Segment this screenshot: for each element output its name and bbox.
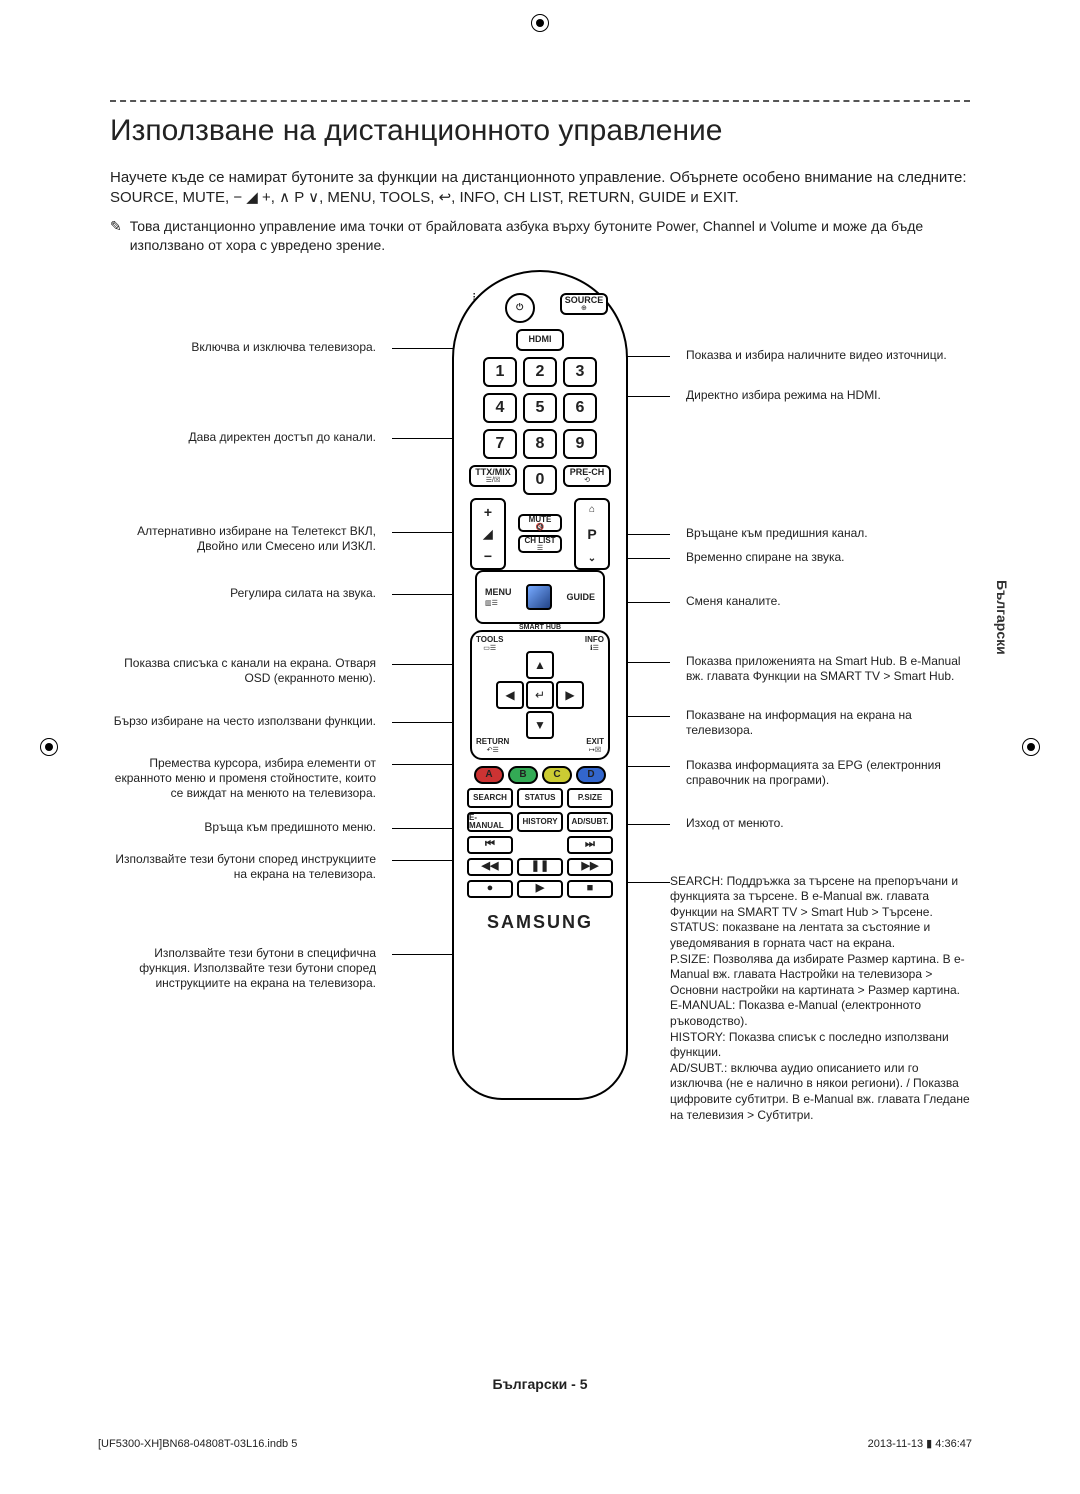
color-b-button[interactable]: B [508,766,538,784]
record-button[interactable]: ● [467,880,513,898]
prech-button[interactable]: PRE-CH⟲ [563,465,611,487]
adsubt-button[interactable]: AD/SUBT. [567,812,613,832]
channel-rocker[interactable]: ⌂P⌄ [574,498,610,570]
next-button[interactable]: ⏭ [567,836,613,854]
callout-power: Включва и изключва телевизора. [191,340,376,354]
page-number: Български - 5 [493,1376,588,1392]
status-button[interactable]: STATUS [517,788,563,808]
callout-dpad: Премества курсора, избира елементи от ек… [115,756,376,800]
language-tab: Български [994,580,1010,655]
brand-logo: SAMSUNG [487,912,593,933]
num-1[interactable]: 1 [483,357,517,387]
callout-function-buttons: SEARCH: Поддръжка за търсене на препоръч… [670,874,970,1122]
callout-numbers: Дава директен достъп до канали. [188,430,376,444]
crop-mark-right [1022,738,1040,756]
doc-timestamp: 2013-11-13 ▮ 4:36:47 [868,1437,972,1450]
stop-button[interactable]: ■ [567,880,613,898]
menu-button[interactable]: MENU▥☰ [485,587,512,607]
color-a-button[interactable]: A [474,766,504,784]
fastforward-button[interactable]: ▶▶ [567,858,613,876]
emanual-button[interactable]: E-MANUAL [467,812,513,832]
info-button[interactable]: INFOℹ☰ [585,636,604,652]
callout-prech: Връщане към предишния канал. [686,526,868,540]
intro-text: Научете къде се намират бутоните за функ… [110,168,970,209]
page-footer: Български - 5 [493,1376,588,1394]
power-button[interactable]: ⏻ [505,293,535,323]
callout-mute: Временно спиране на звука. [686,550,845,564]
doc-filename: [UF5300-XH]BN68-04808T-03L16.indb 5 [98,1438,297,1450]
dpad-down[interactable]: ▼ [526,711,554,739]
smart-hub-button[interactable] [526,584,552,610]
menu-guide-bar: MENU▥☰ GUIDE SMART HUB [475,570,605,624]
hdmi-button[interactable]: HDMI [516,329,564,351]
callout-smarthub: Показва приложенията на Smart Hub. В e-M… [686,654,961,683]
dpad-right[interactable]: ▶ [556,681,584,709]
callout-volume: Регулира силата на звука. [230,586,376,600]
rewind-button[interactable]: ◀◀ [467,858,513,876]
ir-led-icon: ⠇ [472,293,479,323]
dpad-enter[interactable]: ↵ [526,681,554,709]
dpad-frame: TOOLS▭☰ INFOℹ☰ RETURN↶☰ EXIT↦☒ ▲ ▼ ◀ ▶ ↵ [470,630,610,760]
dpad-left[interactable]: ◀ [496,681,524,709]
color-d-button[interactable]: D [576,766,606,784]
callout-channel: Сменя каналите. [686,594,781,608]
num-9[interactable]: 9 [563,429,597,459]
color-c-button[interactable]: C [542,766,572,784]
callout-source: Показва и избира наличните видео източни… [686,348,947,362]
dpad-up[interactable]: ▲ [526,651,554,679]
num-4[interactable]: 4 [483,393,517,423]
exit-button[interactable]: EXIT↦☒ [586,738,604,754]
tools-button[interactable]: TOOLS▭☰ [476,636,503,652]
prev-button[interactable]: ⏮ [467,836,513,854]
callout-chlist-menu: Показва списъка с канали на екрана. Отва… [124,656,376,685]
page-title: Използване на дистанционното управление [110,114,970,148]
source-button[interactable]: SOURCE⊕ [560,293,608,315]
pause-button[interactable]: ❚❚ [517,858,563,876]
callout-info: Показване на информация на екрана на тел… [686,708,912,737]
return-button[interactable]: RETURN↶☰ [476,738,509,754]
history-button[interactable]: HISTORY [517,812,563,832]
chlist-button[interactable]: CH LIST☰ [518,535,562,553]
callout-guide-epg: Показва информацията за EPG (електронния… [686,758,941,787]
search-button[interactable]: SEARCH [467,788,513,808]
num-8[interactable]: 8 [523,429,557,459]
volume-rocker[interactable]: +◢− [470,498,506,570]
note: ✎ Това дистанционно управление има точки… [110,217,970,256]
psize-button[interactable]: P.SIZE [567,788,613,808]
remote-diagram: Включва и изключва телевизора. Дава дире… [110,270,970,1150]
callout-tools: Бързо избиране на често използвани функц… [114,714,376,728]
num-7[interactable]: 7 [483,429,517,459]
num-2[interactable]: 2 [523,357,557,387]
callout-ttx: Алтернативно избиране на Телетекст ВКЛ, … [137,524,376,553]
guide-button[interactable]: GUIDE [566,592,595,602]
num-3[interactable]: 3 [563,357,597,387]
callout-hdmi: Директно избира режима на HDMI. [686,388,881,402]
ttx-button[interactable]: TTX/MIX☰/☒ [469,465,517,487]
note-icon: ✎ [110,217,122,256]
crop-mark-top [531,14,549,32]
note-text: Това дистанционно управление има точки о… [130,217,970,256]
crop-mark-left [40,738,58,756]
num-6[interactable]: 6 [563,393,597,423]
dpad: ▲ ▼ ◀ ▶ ↵ [496,651,584,739]
num-5[interactable]: 5 [523,393,557,423]
mute-button[interactable]: MUTE🔇 [518,514,562,532]
callout-media: Използвайте тези бутони в специфична фун… [139,946,376,990]
callout-return: Връща към предишното меню. [204,820,376,834]
play-button[interactable]: ▶ [517,880,563,898]
section-divider [110,100,970,102]
num-0[interactable]: 0 [523,465,557,495]
remote-control: ⠇ ⏻ SOURCE⊕ HDMI 123 456 789 TTX/MIX☰/☒ … [452,270,628,1100]
callout-abcd: Използвайте тези бутони според инструкци… [115,852,376,881]
page: Използване на дистанционното управление … [110,100,970,1394]
callout-exit: Изход от менюто. [686,816,784,830]
